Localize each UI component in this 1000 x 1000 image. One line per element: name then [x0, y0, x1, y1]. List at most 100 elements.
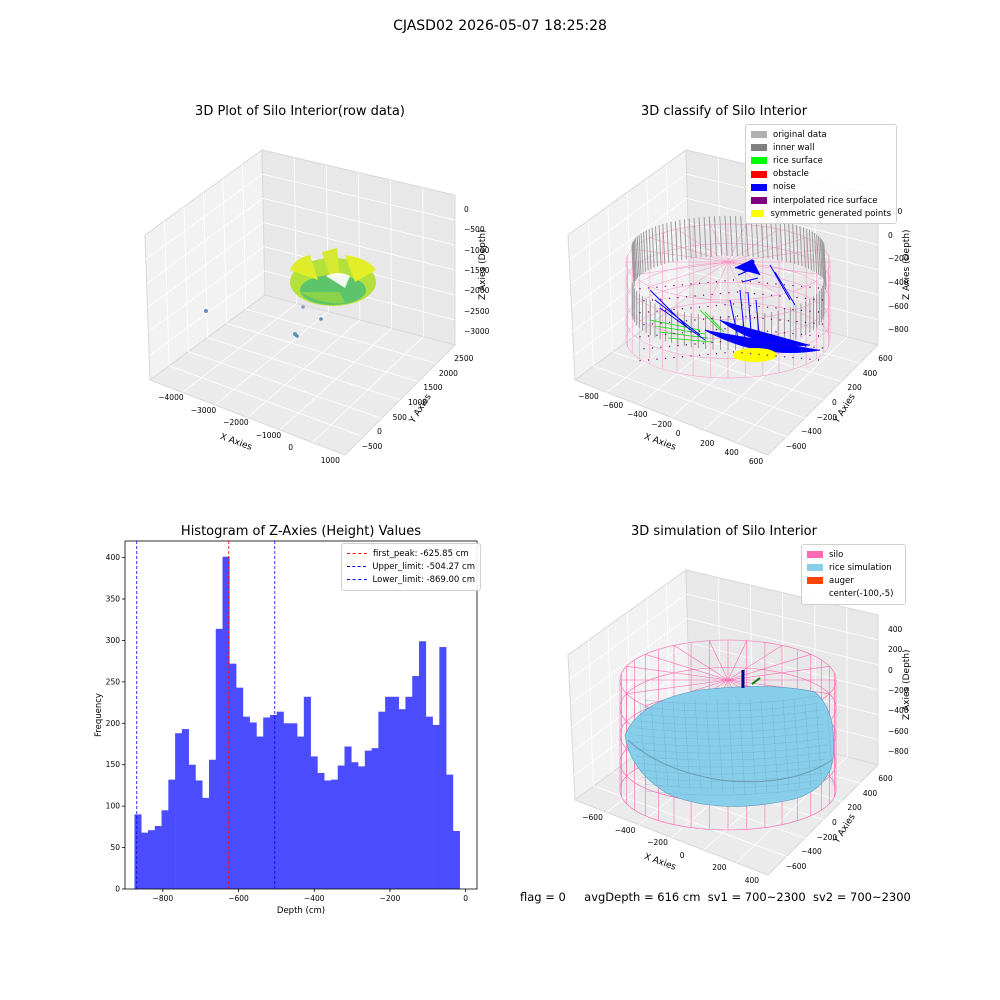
y-tick-label: 1500 [423, 383, 443, 393]
legend-entry: Upper_limit: -504.27 cm [347, 560, 475, 573]
histogram-bar [208, 759, 217, 889]
y-tick-label: 350 [106, 595, 121, 604]
z-tick-label: 0 [464, 205, 469, 215]
y-tick-label: 0 [832, 818, 837, 827]
legend-entry: auger [807, 574, 900, 587]
histogram-bar [405, 696, 413, 889]
legend-entry: interpolated rice surface [751, 194, 891, 207]
legend-swatch [751, 197, 767, 205]
legend-entry: Lower_limit: -869.00 cm [347, 573, 475, 586]
histogram-bar [222, 556, 230, 889]
histogram-bar [378, 711, 386, 889]
z-tick-label: −1000 [464, 245, 490, 255]
y-tick-label: 400 [862, 368, 878, 378]
z-tick-label: −200 [888, 686, 909, 695]
y-tick-label: 100 [106, 802, 121, 811]
histogram-bar [303, 696, 311, 889]
x-tick-label: −400 [626, 410, 648, 420]
histogram-bar [446, 774, 454, 889]
histogram-bar [168, 779, 176, 889]
x-tick-label: 0 [675, 429, 681, 439]
legend-entry: first_peak: -625.85 cm [347, 547, 475, 560]
histogram-bar [337, 765, 345, 889]
histogram-bar [412, 676, 420, 889]
legend-swatch [751, 157, 767, 165]
x-tick-label: −2000 [223, 418, 249, 428]
legend-swatch [751, 210, 765, 218]
sv2-value: sv2 = 700~2300 [812, 890, 911, 904]
figure-title: CJASD02 2026-05-07 18:25:28 [393, 18, 607, 34]
legend-swatch [807, 591, 823, 598]
legend-label: auger [829, 575, 854, 586]
histogram-bar [141, 832, 149, 889]
y-tick-label: 500 [392, 412, 407, 422]
legend-line-swatch [347, 566, 367, 568]
y-tick-label: −400 [801, 847, 822, 857]
y-tick-label: −500 [361, 441, 383, 451]
histogram-title: Histogram of Z-Axies (Height) Values [180, 524, 422, 539]
histogram-bar [263, 717, 271, 889]
legend-entry: original data [751, 128, 891, 141]
legend-entry: silo [807, 548, 900, 561]
histogram-bar [269, 715, 278, 889]
status-line: flag = 0 avgDepth = 616 cm sv1 = 700~230… [520, 890, 911, 904]
simulation-legend: silo rice simulation auger center(-100,-5) [801, 544, 906, 605]
z-tick-label: 200 [888, 645, 903, 655]
histogram-bars [134, 556, 460, 889]
histogram-bar [154, 826, 162, 889]
histogram-bar [310, 756, 318, 889]
y-tick-label: 0 [832, 398, 837, 407]
x-tick-label: −3000 [190, 405, 217, 415]
y-tick-label: 200 [847, 383, 862, 393]
legend-swatch [751, 170, 767, 178]
histogram-bar [297, 736, 305, 889]
x-tick-label: 0 [288, 443, 294, 453]
z-tick-label: −2500 [464, 306, 490, 316]
legend-label: noise [773, 182, 796, 193]
legend-swatch [751, 183, 767, 191]
z-tick-label: 0 [888, 665, 893, 675]
histogram-bar [452, 831, 460, 889]
x-tick-label: 0 [463, 894, 468, 903]
histogram-bar [371, 748, 379, 889]
x-tick-label: −800 [578, 391, 599, 401]
y-tick-label: 300 [106, 636, 121, 645]
x-tick-label: −400 [614, 825, 636, 835]
z-axis-label: Z Axies (Depth) [902, 649, 912, 720]
legend-entry: symmetric generated points [751, 207, 891, 220]
histogram-bar [249, 722, 257, 889]
x-tick-label: −200 [651, 419, 672, 429]
x-tick-label: 1000 [320, 455, 340, 465]
legend-label: silo [829, 549, 844, 560]
legend-label: Upper_limit: -504.27 cm [372, 561, 475, 572]
histogram-bar [419, 641, 427, 889]
legend-entry: rice simulation [807, 561, 900, 574]
legend-swatch [807, 564, 823, 572]
classify-plot-title: 3D classify of Silo Interior [640, 104, 808, 119]
histogram-bar [242, 716, 250, 889]
y-tick-label: 0 [115, 885, 120, 894]
z-tick-label: −200 [888, 254, 909, 264]
histogram-bar [364, 750, 372, 889]
histogram-bar [432, 724, 440, 889]
sv1-value: sv1 = 700~2300 [707, 890, 806, 904]
avg-depth-value: avgDepth = 616 cm [584, 890, 701, 904]
z-tick-label: −3000 [464, 326, 490, 336]
y-tick-label: 600 [878, 354, 893, 364]
x-tick-label: −800 [153, 894, 174, 903]
z-tick-label: 0 [888, 230, 893, 240]
histogram-bar [358, 766, 366, 889]
x-tick-label: 600 [748, 457, 764, 467]
y-tick-label: −400 [801, 427, 822, 437]
y-tick-label: 400 [862, 788, 878, 798]
y-tick-label: 200 [847, 803, 862, 813]
histogram-bar [439, 647, 447, 889]
histogram-bar [188, 764, 196, 889]
z-tick-label: −1500 [464, 266, 490, 275]
x-axis-label: Depth (cm) [277, 906, 325, 916]
legend-label: first_peak: -625.85 cm [373, 548, 469, 559]
legend-label: inner wall [773, 142, 815, 153]
legend-entry: center(-100,-5) [807, 588, 900, 601]
x-tick-label: 0 [679, 850, 685, 860]
